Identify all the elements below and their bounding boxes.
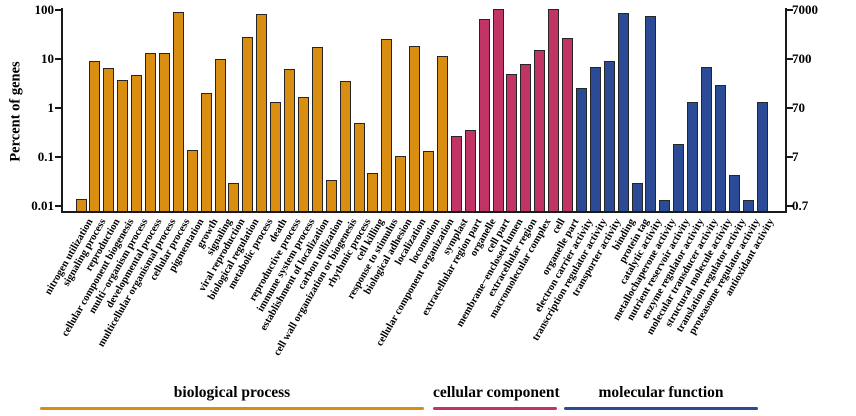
- bar-transcription-regulator-activity: [589, 66, 601, 211]
- right-tick-label: 700: [792, 51, 812, 66]
- bar-reproductive-process: [284, 69, 295, 211]
- bar-extracellular-region: [520, 64, 532, 211]
- right-tick-label: 70: [792, 100, 805, 115]
- bar-viral-reproduction: [228, 182, 240, 211]
- right-tick-mark: [786, 9, 793, 11]
- bar-metabolic-process: [256, 14, 268, 211]
- bar-biological-regulation: [242, 37, 254, 211]
- bar-locomotion: [423, 151, 434, 211]
- legend-entry-molecular-function: molecular function: [564, 380, 758, 410]
- bar-developmental-process: [145, 53, 156, 211]
- bar-cell-killing: [367, 173, 379, 211]
- left-tick-label: 0.1: [37, 149, 54, 164]
- bar-macromolecular-complex: [534, 49, 546, 211]
- bar-carbon-utilization: [325, 179, 337, 211]
- bar-organelle-part: [562, 37, 573, 211]
- right-tick-mark: [786, 107, 793, 109]
- bar-signaling: [214, 59, 226, 211]
- bar-response-to-stimulus: [381, 38, 393, 211]
- bar-translation-regulator-activity: [728, 175, 740, 211]
- bar-metallochaperone-activity: [659, 200, 671, 211]
- bar-cell-wall-organization-or-biogenesis: [339, 81, 351, 211]
- bar-multi-organism-process: [131, 74, 143, 211]
- bar-growth: [200, 93, 212, 211]
- right-tick-label: 7: [792, 149, 799, 164]
- bar-protein-tag: [631, 183, 643, 211]
- bar-multicellular-organismal-process: [158, 53, 170, 211]
- bar-catalytic-activity: [645, 15, 657, 211]
- bar-organelle: [478, 18, 490, 211]
- bar-symplast: [450, 135, 462, 211]
- right-axis-line: [785, 8, 787, 212]
- bar-establishment-of-localization: [311, 47, 323, 211]
- legend-line-molecular-function: [564, 406, 758, 410]
- bar-transporter-activity: [603, 60, 615, 211]
- legend-entry-cellular-component: cellular component: [433, 380, 560, 410]
- bar-cellular-process: [172, 12, 184, 211]
- bar-immune-system-process: [297, 96, 309, 211]
- bar-localization: [409, 45, 421, 211]
- bar-biological-adhesion: [395, 155, 407, 211]
- bar-cell: [548, 9, 560, 211]
- left-tick-mark: [55, 9, 62, 11]
- right-tick-mark: [786, 205, 793, 207]
- legend-line-biological-process: [40, 406, 424, 410]
- left-tick-mark: [55, 156, 62, 158]
- bar-electron-carrier-activity: [575, 87, 587, 211]
- right-tick-mark: [786, 156, 793, 158]
- legend-line-cellular-component: [433, 406, 557, 410]
- left-tick-mark: [55, 205, 62, 207]
- left-tick-label: 10: [41, 51, 54, 66]
- right-tick-mark: [786, 58, 793, 60]
- legend-label-molecular-function: molecular function: [598, 384, 724, 401]
- bar-enzyme-regulator-activity: [687, 102, 699, 211]
- left-tick-label: 1: [47, 100, 55, 115]
- bar-rhythmic-process: [353, 122, 365, 211]
- bar-proteasome-regulator-activity: [742, 200, 754, 211]
- bar-nitrogen-utilization: [75, 198, 87, 211]
- left-tick-mark: [55, 58, 62, 60]
- bar-extracellular-region-part: [464, 129, 476, 211]
- bar-binding: [617, 12, 629, 211]
- bar-structural-molecule-activity: [714, 85, 726, 211]
- left-axis-line: [61, 8, 63, 212]
- bar-molecular-transducer-activity: [701, 66, 712, 211]
- bottom-axis-line: [61, 210, 787, 213]
- legend-label-biological-process: biological process: [173, 384, 291, 401]
- bar-nutrient-reservoir-activity: [673, 143, 685, 211]
- bar-cellular-component-biogenesis: [117, 79, 129, 211]
- bar-membrane-enclosed-lumen: [506, 74, 518, 211]
- bar-antioxidant-activity: [756, 102, 768, 211]
- right-tick-label: 7000: [792, 2, 818, 17]
- bar-cell-part: [492, 9, 504, 211]
- bar-reproduction: [103, 68, 115, 211]
- right-tick-label: 0.7: [792, 198, 809, 213]
- legend-label-cellular-component: cellular component: [433, 384, 560, 401]
- bar-cellular-component-organization: [436, 56, 448, 211]
- left-tick-mark: [55, 107, 62, 109]
- bar-death: [270, 102, 282, 211]
- bar-pigmentation: [186, 149, 198, 211]
- left-tick-label: 0.01: [31, 198, 54, 213]
- bar-signaling-process: [89, 61, 101, 211]
- left-tick-label: 100: [34, 2, 55, 17]
- legend-entry-biological-process: biological process: [40, 380, 424, 410]
